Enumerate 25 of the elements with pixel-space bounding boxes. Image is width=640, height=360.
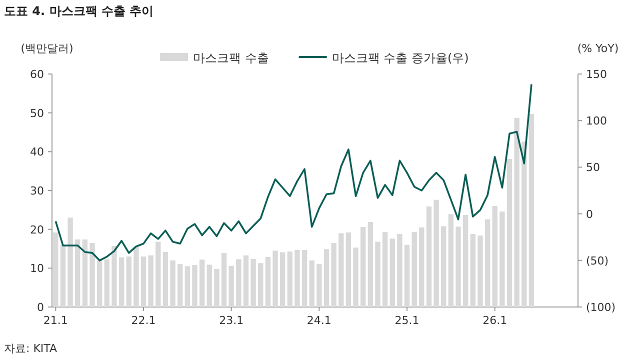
x-tick-label: 24.1: [306, 314, 332, 327]
x-tick-label: 21.1: [43, 314, 68, 327]
y2-tick-label: 100: [586, 114, 607, 128]
text: 자료: KITA: [4, 342, 58, 355]
x-tick-label: 25.1: [394, 314, 420, 327]
y-tick-label: 10: [30, 262, 44, 276]
y2-axis-title: (% YoY): [577, 42, 619, 55]
y-tick-label: 20: [30, 223, 44, 236]
legend-label: 마스크팩 수출: [193, 51, 269, 65]
y2-tick-label: (50): [586, 254, 609, 268]
y-tick-label: 0: [37, 301, 44, 314]
y2-tick-label: 0: [586, 208, 593, 221]
y-axis-title: (백만달러): [20, 42, 74, 55]
y-tick-label: 30: [30, 184, 44, 198]
y2-tick-label: 50: [586, 161, 600, 174]
y-tick-label: 40: [30, 146, 44, 159]
x-tick-label: 26.1: [482, 314, 508, 327]
x-tick-label: 23.1: [219, 314, 244, 327]
legend-label: 마스크팩 수출 증가율(우): [332, 51, 469, 65]
y-tick-label: 50: [30, 106, 44, 120]
chart-title: 도표 4. 마스크팩 수출 추이: [4, 4, 154, 18]
y2-tick-label: 150: [586, 68, 607, 81]
y2-tick-label: (100): [586, 301, 616, 314]
y-tick-label: 60: [30, 68, 44, 81]
x-tick-label: 22.1: [131, 314, 156, 327]
